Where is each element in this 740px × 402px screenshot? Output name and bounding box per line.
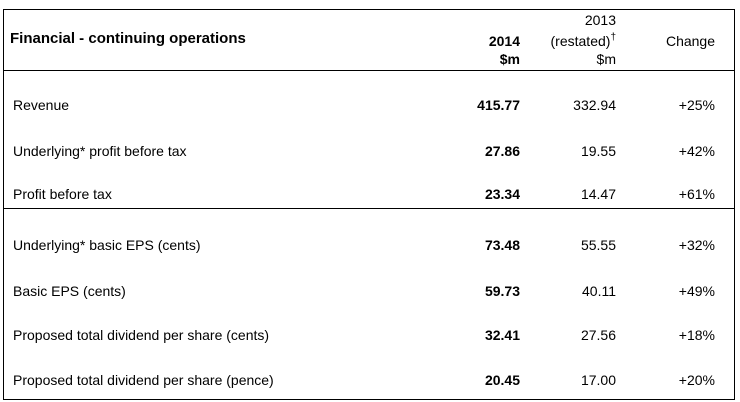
row-change: +49% [678,283,715,299]
row-label: Underlying* basic EPS (cents) [13,237,201,253]
row-value-2013: 19.55 [580,143,616,159]
row-change: +25% [678,97,715,113]
header-2014-unit: $m [499,51,520,67]
row-value-2014: 73.48 [484,237,520,253]
row-change: +61% [678,186,715,202]
row-value-2013: 14.47 [580,186,616,202]
row-value-2014: 20.45 [484,372,520,388]
row-change: +42% [678,143,715,159]
header-change: Change [665,33,715,49]
row-value-2014: 23.34 [484,186,520,202]
header-2013-unit: $m [596,51,616,67]
row-change: +32% [678,237,715,253]
row-label: Profit before tax [13,186,112,202]
header-2013-year: 2013 [584,12,616,28]
row-value-2013: 55.55 [580,237,616,253]
table-frame [3,9,735,400]
section-divider [3,208,735,209]
header-divider [3,70,735,71]
row-value-2014: 415.77 [477,97,520,113]
header-2013-restated: (restated)† [520,32,616,52]
row-label: Proposed total dividend per share (pence… [13,372,274,388]
row-value-2014: 32.41 [484,327,520,343]
row-label: Basic EPS (cents) [13,283,126,299]
header-2014-year: 2014 [488,33,520,49]
restated-label: (restated) [550,33,611,49]
row-value-2013: 27.56 [580,327,616,343]
row-value-2014: 27.86 [484,143,520,159]
row-value-2013: 40.11 [582,283,616,299]
dagger-footnote-marker: † [610,32,616,43]
row-change: +18% [678,327,715,343]
row-value-2014: 59.73 [484,283,520,299]
row-label: Revenue [13,97,70,113]
row-change: +20% [678,372,715,388]
table-title: Financial - continuing operations [10,30,246,47]
row-label: Proposed total dividend per share (cents… [13,327,270,343]
row-value-2013: 17.00 [580,372,616,388]
row-value-2013: 332.94 [573,97,616,113]
row-label: Underlying* profit before tax [13,143,187,159]
